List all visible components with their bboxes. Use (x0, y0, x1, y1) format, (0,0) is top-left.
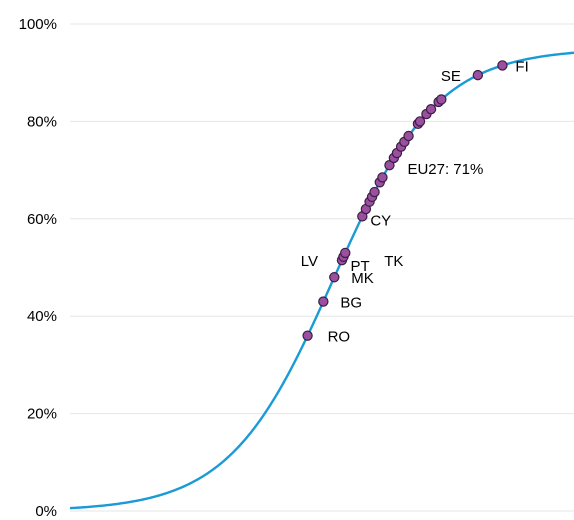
y-tick-label: 40% (27, 308, 57, 325)
data-point (414, 116, 426, 127)
point-label: SE (441, 68, 461, 85)
point-label: BG (340, 295, 362, 312)
y-tick-label: 0% (35, 503, 57, 520)
data-point (403, 130, 414, 142)
point-label: CY (370, 212, 391, 229)
point-labels: RO BG MK LV PT TK CY SE FI EU27: 71% (301, 58, 529, 345)
point-label: LV (301, 253, 318, 270)
y-tick-label: 20% (27, 406, 57, 423)
y-tick-label: 60% (27, 211, 57, 228)
grid-lines (70, 23, 574, 512)
point-label: TK (384, 253, 403, 270)
eu27-annotation: EU27: 71% (407, 161, 483, 178)
data-point (302, 330, 313, 341)
y-axis-tick-labels: 0% 20% 40% 60% 80% 100% (19, 16, 57, 520)
data-point (329, 272, 340, 283)
point-label: MK (351, 270, 374, 287)
data-point (340, 247, 351, 259)
data-point (318, 296, 329, 307)
y-tick-label: 80% (27, 113, 57, 130)
data-point (497, 60, 508, 71)
data-point (369, 186, 380, 198)
data-point (436, 94, 447, 105)
point-label: PT (350, 258, 369, 275)
country-points (302, 60, 508, 341)
point-label: FI (515, 58, 528, 75)
y-tick-label: 100% (19, 16, 57, 33)
point-label: RO (328, 329, 351, 346)
data-point (472, 69, 484, 81)
data-point (377, 172, 388, 183)
data-point (425, 104, 437, 115)
